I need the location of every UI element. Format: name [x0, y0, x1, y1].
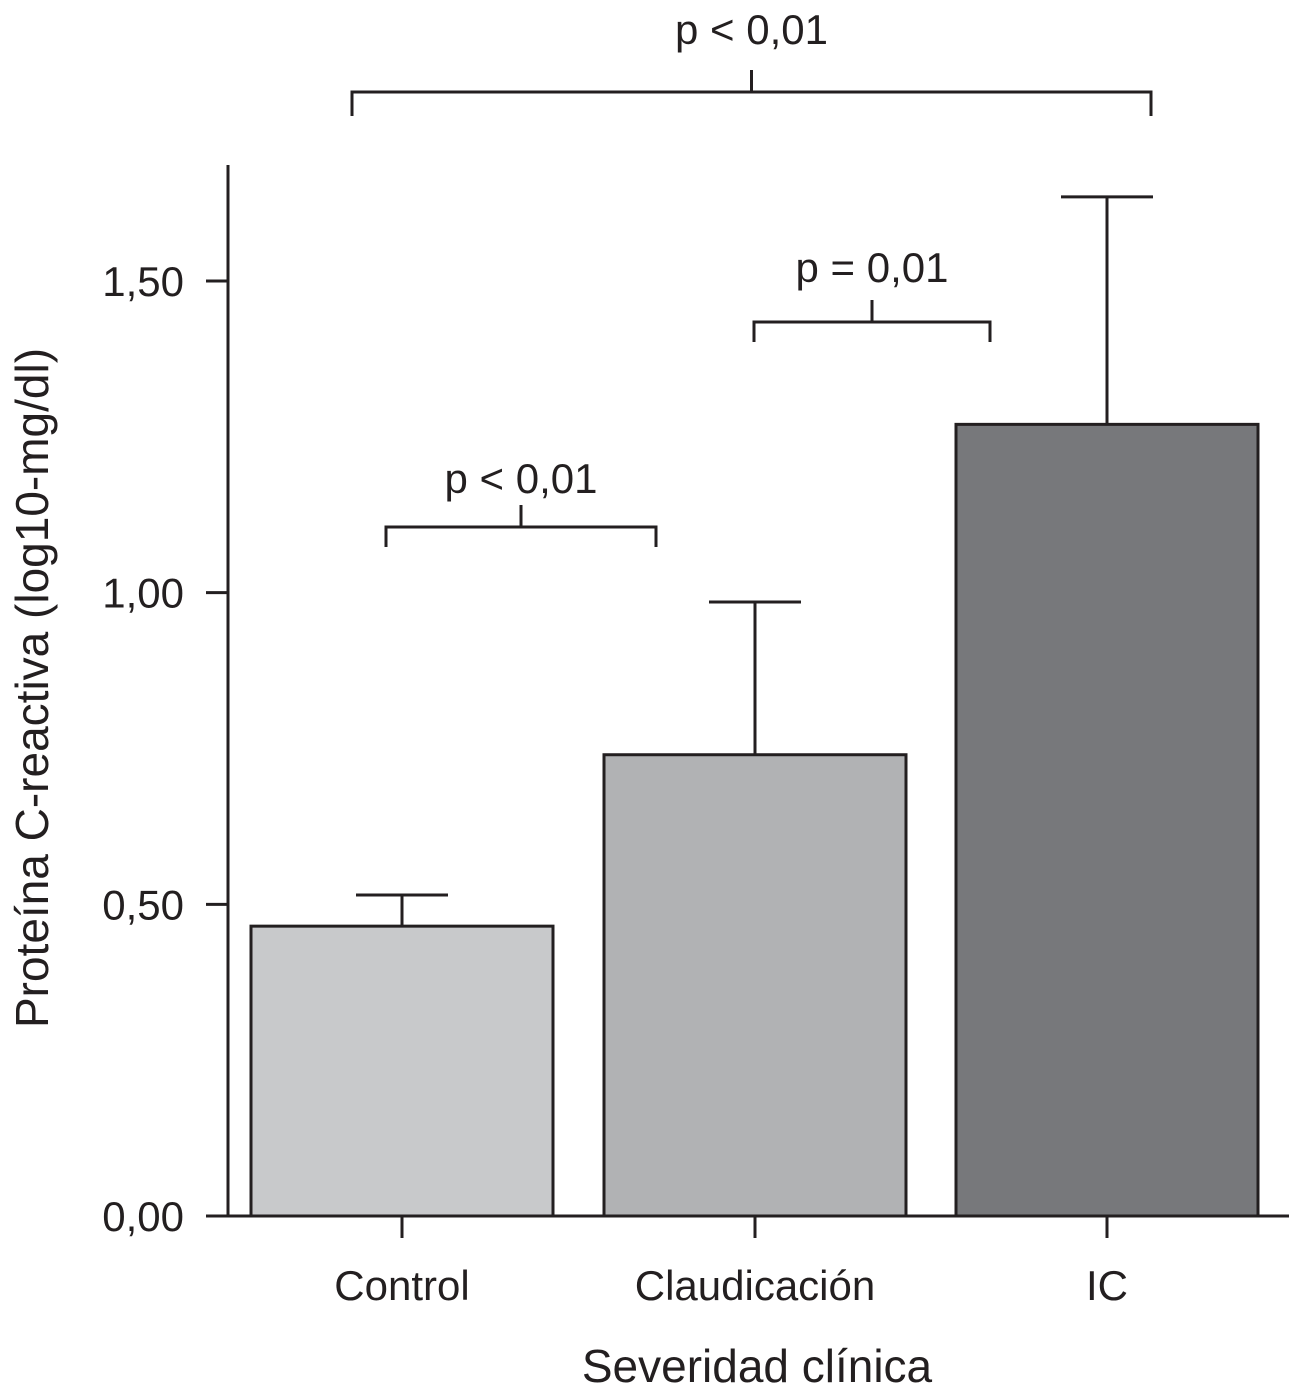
significance-label: p < 0,01: [675, 6, 828, 53]
significance-label: p < 0,01: [445, 455, 598, 502]
bar-1: [249, 924, 555, 1218]
significance-brackets: p < 0,01 p = 0,01 p < 0,01: [350, 6, 1153, 547]
x-ticks: Control Claudicación IC: [334, 1216, 1128, 1309]
y-tick-label: 0,00: [102, 1193, 184, 1240]
error-bars: [356, 195, 1153, 927]
axes: [206, 165, 1289, 1218]
y-tick-label: 1,00: [102, 570, 184, 617]
y-ticks: 0,00 0,50 1,00 1,50: [102, 258, 228, 1240]
significance-label: p = 0,01: [796, 244, 949, 291]
significance-bracket: [752, 320, 992, 342]
bar-3: [954, 422, 1260, 1218]
significance-bracket: [384, 525, 658, 547]
significance-bracket: [350, 90, 1153, 116]
y-tick-label: 0,50: [102, 881, 184, 928]
bar-2: [602, 753, 908, 1218]
x-axis-label: Severidad clínica: [582, 1340, 933, 1392]
bars: [249, 422, 1260, 1218]
y-axis-label: Proteína C-reactiva (log10-mg/dl): [6, 348, 58, 1028]
x-tick-label: Claudicación: [635, 1262, 875, 1309]
x-tick-label: Control: [334, 1262, 469, 1309]
y-tick-label: 1,50: [102, 258, 184, 305]
x-tick-label: IC: [1086, 1262, 1128, 1309]
